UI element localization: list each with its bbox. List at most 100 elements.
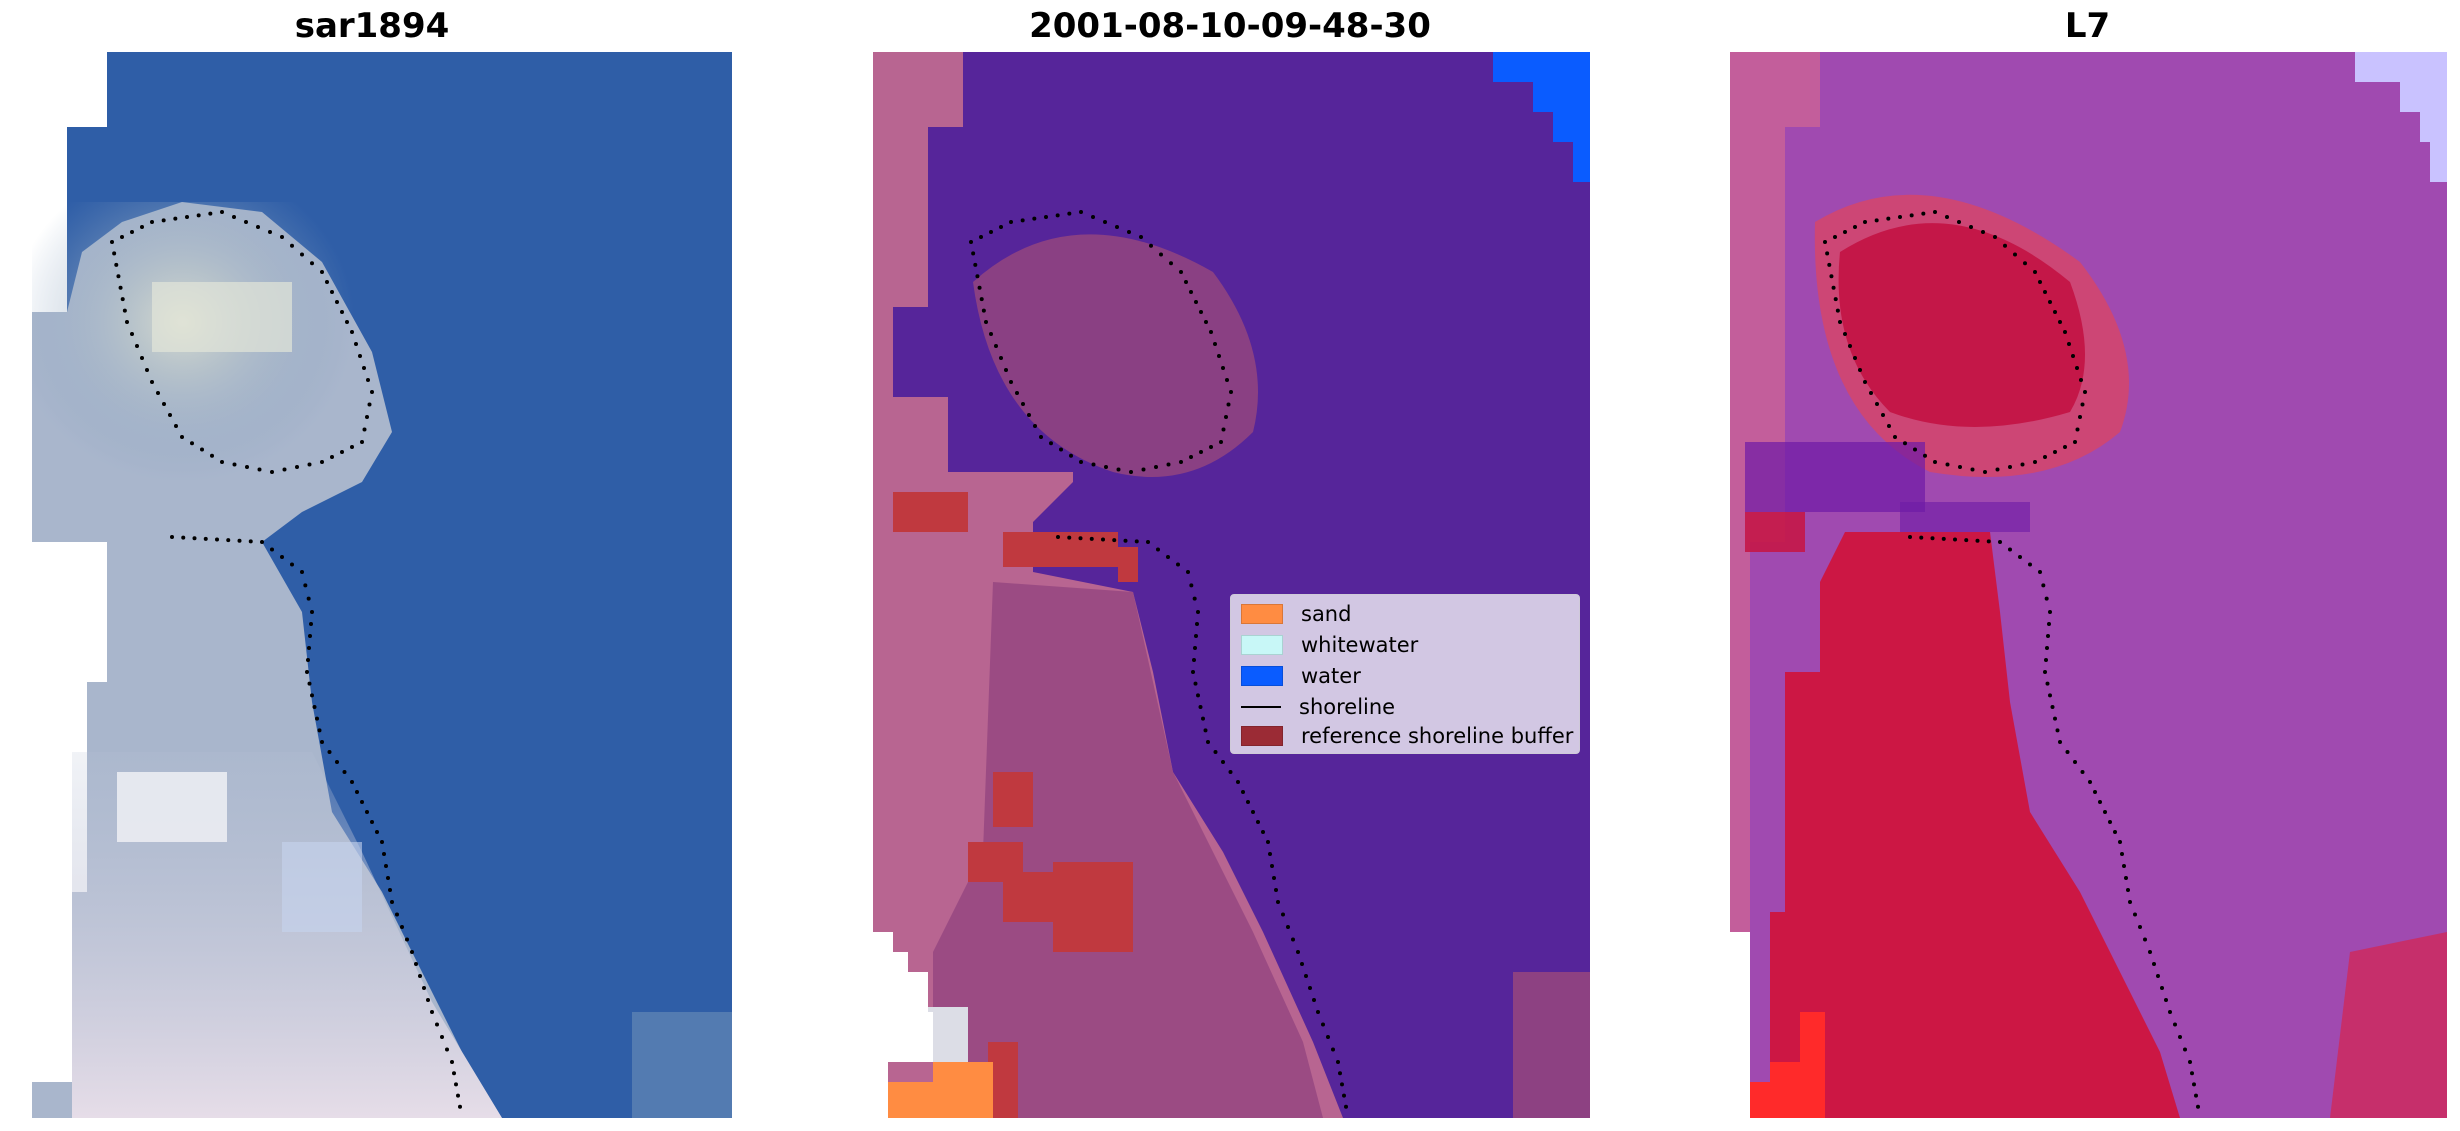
- shoreline-dot: [1945, 215, 1949, 219]
- shoreline-dot: [2047, 622, 2051, 626]
- shoreline-dot: [2044, 596, 2049, 601]
- shoreline-dot: [1863, 380, 1867, 384]
- shoreline-dot: [1079, 460, 1083, 464]
- shoreline-dot: [260, 540, 264, 544]
- shoreline-dot: [2063, 330, 2067, 334]
- shoreline-dot: [1115, 225, 1119, 229]
- shoreline-dot: [2188, 1060, 2192, 1064]
- shoreline-dot: [1154, 465, 1158, 469]
- shoreline-dot: [2138, 925, 2142, 929]
- shoreline-dot: [1229, 390, 1233, 394]
- shoreline-dot: [173, 216, 178, 221]
- shoreline-dot: [1196, 693, 1200, 698]
- shoreline-dot: [2108, 820, 2112, 824]
- shoreline-dot: [270, 547, 274, 552]
- shoreline-dot: [181, 535, 186, 540]
- shoreline-dot: [1193, 681, 1198, 686]
- shoreline-dot: [2194, 1093, 2198, 1098]
- shoreline-dot: [110, 240, 114, 244]
- shoreline-dot: [2080, 402, 2085, 407]
- shoreline-dot: [1101, 537, 1105, 542]
- shoreline-dot: [1194, 300, 1198, 304]
- shoreline-dot: [295, 465, 299, 469]
- shoreline-dot: [1933, 210, 1937, 214]
- legend: sand whitewater water shoreline referenc…: [1230, 594, 1580, 754]
- shoreline-dot: [1189, 583, 1194, 588]
- shoreline-dot: [1209, 445, 1213, 449]
- shoreline-dot: [130, 332, 134, 336]
- shoreline-dot: [2003, 243, 2007, 248]
- shoreline-dot: [1089, 536, 1094, 541]
- shoreline-dot: [414, 962, 418, 966]
- shoreline-dot: [975, 274, 980, 279]
- shoreline-dot: [358, 354, 362, 358]
- shoreline-dot: [307, 646, 311, 650]
- shoreline-dot: [400, 925, 404, 929]
- legend-swatch-whitewater: [1241, 635, 1283, 655]
- shoreline-dot: [280, 235, 284, 239]
- shoreline-dot: [2045, 646, 2049, 650]
- shoreline-dot: [1203, 728, 1208, 733]
- shoreline-dot: [2073, 760, 2077, 764]
- shoreline-dot: [180, 435, 184, 439]
- shoreline-dot: [1251, 810, 1255, 814]
- shoreline-dot: [1059, 447, 1063, 452]
- shoreline-dot: [2196, 1104, 2200, 1109]
- shoreline-dot: [2008, 465, 2012, 469]
- shoreline-dot: [125, 320, 129, 324]
- shoreline-dot: [1091, 462, 1096, 467]
- shoreline-dot: [1166, 555, 1170, 559]
- shoreline-dot: [380, 840, 384, 844]
- shoreline-dot: [382, 852, 386, 856]
- shoreline-dot: [1039, 435, 1043, 439]
- shoreline-dot: [2120, 852, 2124, 856]
- shoreline-dot: [2128, 900, 2132, 904]
- shoreline-dot: [386, 876, 390, 880]
- shoreline-dot: [1184, 280, 1188, 284]
- shoreline-dot: [340, 310, 344, 314]
- shoreline-dot: [330, 455, 334, 459]
- shoreline-dot: [1995, 467, 2000, 472]
- shoreline-dot: [2124, 876, 2128, 880]
- shoreline-dot: [237, 538, 242, 543]
- legend-swatch-buffer: [1241, 726, 1283, 746]
- shoreline-dot: [1004, 368, 1008, 372]
- shoreline-dot: [2183, 1047, 2187, 1052]
- shoreline-dot: [2058, 740, 2062, 744]
- shoreline-dot: [365, 810, 369, 814]
- shoreline-dot: [418, 974, 422, 978]
- shoreline-dot: [220, 210, 224, 214]
- panel-2-image: [873, 52, 1590, 1118]
- shoreline-dot: [1881, 413, 1885, 417]
- shoreline-dot: [367, 402, 372, 407]
- shoreline-dot: [2079, 378, 2083, 382]
- shoreline-dot: [1186, 570, 1190, 574]
- shoreline-dot: [390, 900, 394, 904]
- shoreline-dot: [2148, 950, 2152, 954]
- shoreline-dot: [1123, 538, 1128, 543]
- panel-1-image: [32, 52, 732, 1118]
- shoreline-dot: [2046, 634, 2050, 638]
- shoreline-dot: [257, 467, 262, 472]
- shoreline-dot: [973, 262, 978, 267]
- shoreline-dot: [2078, 415, 2082, 419]
- shoreline-dot: [300, 570, 304, 574]
- shoreline-dot: [244, 220, 248, 224]
- shoreline-dot: [2020, 462, 2025, 467]
- shoreline-dot: [315, 716, 319, 721]
- shoreline-dot: [2028, 562, 2032, 567]
- shoreline-dot: [1049, 441, 1053, 446]
- shoreline-dot: [2053, 716, 2057, 721]
- shoreline-dot: [362, 427, 367, 432]
- shoreline-dot: [1898, 215, 1902, 219]
- shoreline-dot: [445, 1047, 449, 1052]
- shoreline-dot: [1246, 800, 1250, 804]
- shoreline-dot: [350, 445, 354, 449]
- shoreline-dot: [999, 225, 1003, 229]
- shoreline-dot: [340, 450, 344, 454]
- shoreline-dot: [310, 261, 314, 266]
- shoreline-dot: [1338, 1071, 1342, 1076]
- shoreline-dot: [2152, 962, 2156, 966]
- shoreline-dot: [388, 888, 392, 892]
- shoreline-dot: [2008, 547, 2012, 552]
